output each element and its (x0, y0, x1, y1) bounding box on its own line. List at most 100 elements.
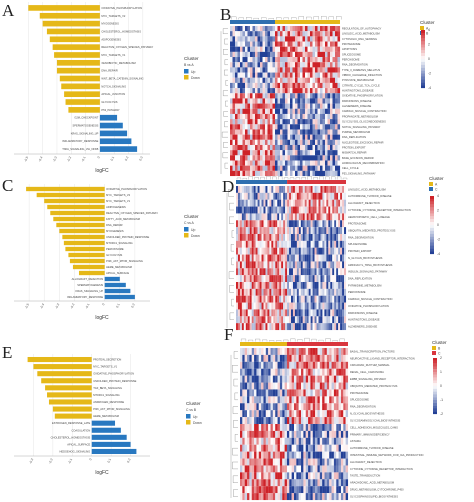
heatmap-cell (287, 240, 290, 248)
heatmap-cell (253, 309, 256, 317)
legend-label: Up (191, 228, 195, 232)
heatmap-cell (245, 103, 248, 109)
heatmap-cell (283, 186, 286, 193)
heatmap-cell (273, 254, 276, 262)
heatmap-cell (281, 302, 284, 310)
heatmap-cell (260, 46, 263, 52)
heatmap-cell (247, 410, 250, 418)
heatmap-cell (338, 465, 342, 473)
heatmap-cell (257, 150, 261, 156)
legend-swatch (420, 26, 424, 30)
heatmap-cell (280, 160, 283, 166)
heatmap-cell (251, 396, 255, 404)
heatmap-cell (270, 410, 273, 418)
legend-title: Cluster (186, 401, 201, 406)
heatmap-cell (320, 295, 323, 303)
heatmap-cell (242, 82, 246, 89)
heatmap-cell (305, 160, 308, 166)
heatmap-cell (340, 316, 343, 324)
legend-swatch (432, 351, 436, 355)
dendrogram-branch (224, 59, 228, 65)
heatmap-cell (320, 150, 323, 156)
heatmap-cell (317, 361, 320, 369)
heatmap-cell (332, 98, 336, 104)
heatmap-cell (283, 254, 286, 262)
heatmap-cell (330, 261, 333, 269)
heatmap-cell (300, 309, 303, 317)
heatmap-cell (292, 108, 296, 114)
heatmap-cell (327, 150, 331, 156)
heatmap-cell (310, 57, 313, 63)
heatmap-cell (265, 465, 269, 473)
heatmap-cell (277, 275, 280, 283)
heatmap-cell (310, 124, 313, 130)
heatmap-cell (330, 88, 333, 94)
heatmap-cell (302, 316, 305, 324)
heatmap-cell (268, 375, 271, 383)
heatmap-cell (327, 51, 331, 58)
heatmap-cell (300, 124, 303, 130)
heatmap-cell (294, 472, 297, 480)
heatmap-cell (303, 403, 306, 411)
heatmap-cell (294, 234, 297, 241)
heatmap-cell (259, 309, 262, 317)
heatmap-cell (322, 31, 326, 37)
heatmap-cell (289, 295, 292, 303)
heatmap-cell (243, 254, 246, 262)
heatmap-cell (265, 417, 269, 425)
heatmap-cell (322, 67, 326, 73)
heatmap-cell (275, 375, 278, 383)
heatmap-row-label: NUCLEOTIDE_EXCISION_REPAIR (342, 140, 384, 144)
heatmap-cell (338, 451, 342, 459)
heatmap-cell (317, 382, 320, 390)
heatmap-cell (285, 41, 288, 47)
color-scale-tick: 0 (428, 57, 430, 61)
color-scale-tick: 0 (437, 223, 439, 227)
heatmap-cell (240, 465, 243, 473)
heatmap-cell (333, 444, 337, 452)
heatmap-cell (312, 254, 315, 262)
heatmap-cell (247, 368, 250, 376)
heatmap-cell (239, 247, 242, 255)
heatmap-row-label: PYRIMIDINE_METABOLISM (348, 283, 381, 287)
heatmap-cell (294, 361, 297, 369)
heatmap-cell (345, 486, 349, 494)
heatmap-cell (279, 192, 282, 200)
heatmap-cell (271, 192, 274, 200)
heatmap-cell (284, 417, 288, 425)
heatmap-cell (324, 465, 327, 473)
heatmap-cell (345, 493, 349, 501)
heatmap-cell (329, 410, 332, 418)
heatmap-cell (289, 220, 292, 228)
heatmap-cell (310, 361, 313, 369)
heatmap-cell (287, 199, 290, 207)
color-scale-step (421, 85, 425, 89)
heatmap-cell (312, 316, 315, 324)
heatmap-cell (334, 213, 337, 221)
heatmap-cell (289, 192, 292, 200)
heatmap-cell (302, 254, 305, 262)
heatmap-cell (245, 108, 248, 114)
heatmap-cell (285, 31, 288, 37)
heatmap-cell (255, 88, 258, 94)
heatmap-row-label: HUNTINGTONS_DISEASE (342, 89, 374, 93)
heatmap-cell (282, 41, 286, 47)
heatmap-cell (255, 36, 258, 42)
heatmap-cell (308, 417, 311, 425)
heatmap-cell (259, 199, 262, 207)
heatmap-cell (247, 192, 250, 200)
heatmap-cell (289, 396, 292, 404)
heatmap-cell (310, 479, 313, 487)
heatmap-cell (230, 36, 233, 42)
dendrogram-branch (232, 365, 238, 373)
heatmap-cell (277, 268, 280, 276)
heatmap-cell (287, 57, 291, 63)
heatmap-cell (298, 493, 302, 501)
heatmap-cell (312, 213, 315, 221)
heatmap-cell (315, 424, 318, 431)
heatmap-cell (272, 437, 276, 445)
heatmap-cell (282, 51, 286, 58)
heatmap-cell (251, 348, 255, 355)
heatmap-cell (326, 323, 329, 331)
heatmap-cell (310, 165, 313, 171)
